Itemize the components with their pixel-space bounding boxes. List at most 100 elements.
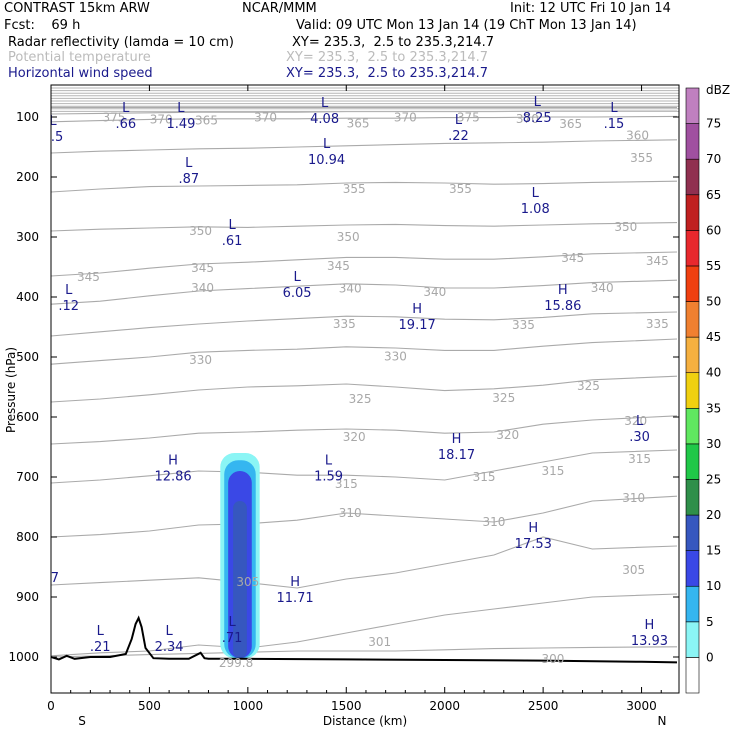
theta-contour-345	[51, 251, 678, 277]
theta-contour-355	[51, 180, 678, 193]
theta-label-315: 315	[628, 452, 651, 466]
theta-contour-305	[51, 536, 678, 589]
y-tick-label: 900	[16, 590, 39, 604]
theta-label-301: 301	[368, 635, 391, 649]
colorbar-level-label: 70	[706, 152, 721, 166]
theta-label-surface: 299.8	[219, 656, 253, 670]
wind-extremum-H-marker: H	[412, 302, 422, 317]
theta-label-370: 370	[254, 111, 277, 125]
y-tick-label: 500	[16, 350, 39, 364]
header-fcst: Fcst: 69 h	[4, 18, 81, 33]
theta-label-330: 330	[189, 353, 212, 367]
theta-contour-310	[51, 495, 678, 538]
colorbar-level-label: 75	[706, 117, 721, 131]
wind-extremum-value: 2.34	[155, 640, 184, 655]
wind-extremum-value: .87	[178, 172, 199, 187]
x-tick-label: 1000	[233, 699, 264, 713]
colorbar-swatch	[685, 230, 700, 267]
wind-extremum-L-marker: L	[534, 95, 542, 110]
theta-label-315: 315	[335, 477, 358, 491]
y-tick-label: 300	[16, 230, 39, 244]
wind-extremum-L-marker: L	[532, 186, 540, 201]
wind-extremum-value: 13.93	[631, 634, 668, 649]
wind-extremum-H-marker: H	[528, 521, 538, 536]
theta-label-355: 355	[449, 182, 472, 196]
wind-extremum-value: .66	[115, 117, 136, 132]
theta-label-315: 315	[542, 464, 565, 478]
theta-label-365: 365	[347, 117, 370, 131]
colorbar-swatch	[685, 514, 700, 551]
theta-contour-335	[51, 311, 678, 337]
theta-label-300: 300	[542, 652, 565, 666]
wind-extremum-value: .21	[90, 640, 111, 655]
colorbar-swatch	[685, 657, 700, 694]
wind-extremum-L-marker: L	[122, 101, 130, 116]
theta-label-370: 370	[516, 112, 539, 126]
field-theta-xy: XY= 235.3, 2.5 to 235.3,214.7	[286, 50, 489, 65]
y-tick-label: 800	[16, 530, 39, 544]
theta-label-335: 335	[512, 318, 535, 332]
wind-extremum-value: 18.17	[438, 448, 475, 463]
wind-extremum-value: 10.94	[308, 153, 345, 168]
theta-label-355: 355	[630, 151, 653, 165]
wind-extremum-H-marker: H	[168, 454, 178, 469]
theta-label-325: 325	[349, 392, 372, 406]
wind-extremum-L-marker: L	[65, 283, 73, 298]
colorbar-swatch	[685, 158, 700, 196]
theta-label-310: 310	[622, 491, 645, 505]
wind-extremum-L-marker: L	[228, 615, 236, 630]
colorbar-level-label: 40	[706, 366, 721, 380]
x-tick-label: 2500	[528, 699, 559, 713]
theta-label-370: 370	[394, 111, 417, 125]
wind-extremum-value: 17.53	[515, 537, 552, 552]
colorbar-level-label: 60	[706, 223, 721, 237]
field-wind-name: Horizontal wind speed	[8, 66, 153, 81]
x-axis-title: Distance (km)	[323, 714, 407, 728]
theta-contour-315	[51, 449, 678, 484]
colorbar-level-label: 20	[706, 508, 721, 522]
theta-label-365: 365	[559, 117, 582, 131]
theta-label-340: 340	[591, 281, 614, 295]
wind-extremum-value: 6.05	[283, 286, 312, 301]
wind-extremum-L-marker: L	[636, 414, 644, 429]
wind-extremum-value: 19.17	[399, 318, 436, 333]
theta-contour-365	[51, 115, 678, 123]
theta-label-360: 360	[626, 129, 649, 143]
wind-extremum-value: .22	[448, 129, 469, 144]
y-tick-label: 1000	[8, 650, 39, 664]
theta-label-340: 340	[191, 281, 214, 295]
wind-extremum-value: .61	[222, 234, 243, 249]
theta-label-350: 350	[189, 224, 212, 238]
wind-extremum-L-marker: L	[49, 114, 57, 129]
wind-extremum-L-marker: L	[97, 624, 105, 639]
theta-label-345: 345	[191, 261, 214, 275]
wind-extremum-value: 1.49	[166, 117, 195, 132]
theta-label-320: 320	[496, 428, 519, 442]
wind-extremum-value: 7	[51, 571, 59, 586]
wind-extremum-H-marker: H	[645, 618, 655, 633]
wind-extremum-value: 8.25	[523, 111, 552, 126]
wind-extremum-value: 1.59	[314, 470, 343, 485]
x-tick-label: 3000	[626, 699, 657, 713]
theta-label-305: 305	[236, 575, 259, 589]
y-tick-label: 700	[16, 470, 39, 484]
colorbar-level-label: 15	[706, 544, 721, 558]
header-init: Init: 12 UTC Fri 10 Jan 14	[510, 1, 671, 16]
wind-extremum-L-marker: L	[325, 454, 333, 469]
y-tick-label: 100	[16, 110, 39, 124]
theta-label-345: 345	[327, 259, 350, 273]
theta-label-325: 325	[492, 391, 515, 405]
terrain-line	[51, 615, 678, 664]
y-tick-label: 200	[16, 170, 39, 184]
colorbar-level-label: 55	[706, 259, 721, 273]
colorbar-swatch	[685, 550, 700, 587]
wind-extremum-value: 4.08	[310, 112, 339, 127]
x-tick-label: 2000	[429, 699, 460, 713]
colorbar-swatch	[685, 407, 700, 445]
wind-extremum-value: 12.86	[154, 470, 191, 485]
colorbar-swatch	[685, 585, 700, 623]
wind-extremum-L-marker: L	[293, 270, 301, 285]
header-model: CONTRAST 15km ARW	[4, 1, 150, 16]
wind-extremum-L-marker: L	[321, 96, 329, 111]
